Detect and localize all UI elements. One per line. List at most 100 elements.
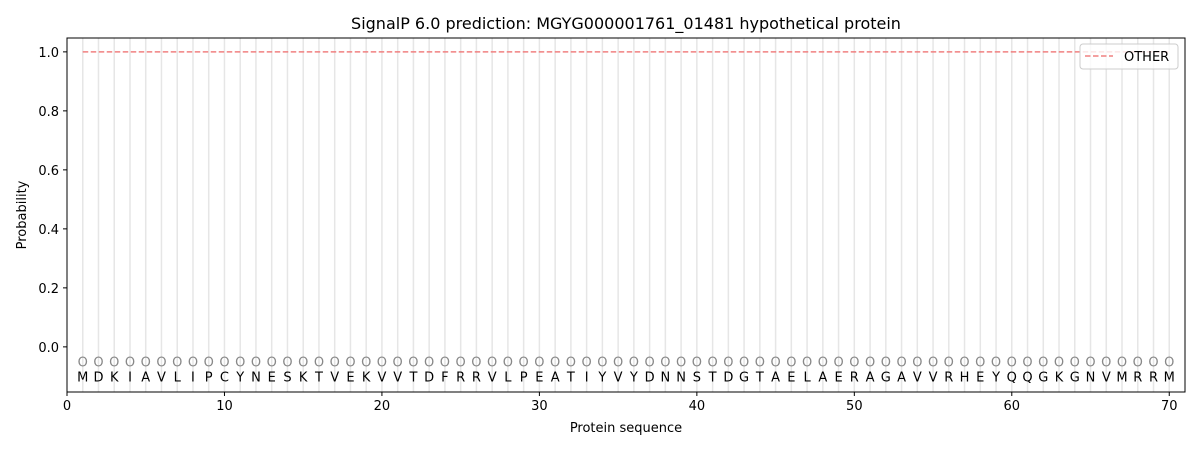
residue-label: K	[362, 370, 371, 385]
y-tick-label: 0.4	[38, 223, 59, 238]
residue-label: E	[346, 370, 354, 385]
residue-label: Y	[629, 370, 638, 385]
region-label: O	[141, 356, 151, 371]
y-tick-label: 0.2	[38, 282, 59, 297]
y-axis-label: Probability	[15, 180, 30, 249]
residue-label: E	[268, 370, 276, 385]
region-label: O	[566, 356, 576, 371]
region-label: O	[282, 356, 292, 371]
residue-label: H	[960, 370, 970, 385]
region-label: O	[267, 356, 277, 371]
residue-label: C	[220, 370, 229, 385]
region-label: O	[314, 356, 324, 371]
x-tick-label: 40	[689, 399, 706, 414]
region-label: O	[440, 356, 450, 371]
residue-label: T	[314, 370, 323, 385]
residue-label: R	[1133, 370, 1142, 385]
residue-label: N	[676, 370, 686, 385]
residue-label: R	[472, 370, 481, 385]
residue-label: N	[1086, 370, 1096, 385]
region-label: O	[833, 356, 843, 371]
region-label: O	[959, 356, 969, 371]
x-tick-label: 30	[531, 399, 548, 414]
residue-label: P	[520, 370, 528, 385]
residue-label: L	[174, 370, 182, 385]
residue-label: A	[866, 370, 875, 385]
residue-label: D	[645, 370, 655, 385]
residue-label: F	[441, 370, 448, 385]
region-label: O	[692, 356, 702, 371]
region-label: O	[471, 356, 481, 371]
region-label: O	[944, 356, 954, 371]
residue-label: A	[818, 370, 827, 385]
region-label: O	[219, 356, 229, 371]
region-label: O	[645, 356, 655, 371]
region-label: O	[1070, 356, 1080, 371]
residue-label: I	[585, 370, 589, 385]
residue-label: Y	[597, 370, 606, 385]
legend-label-other: OTHER	[1124, 50, 1169, 65]
residue-label: E	[834, 370, 842, 385]
residue-label: E	[976, 370, 984, 385]
region-label: O	[881, 356, 891, 371]
region-label: O	[1133, 356, 1143, 371]
region-label: O	[534, 356, 544, 371]
region-label: O	[408, 356, 418, 371]
residue-label: K	[299, 370, 308, 385]
residue-label: R	[456, 370, 465, 385]
residue-label: A	[141, 370, 150, 385]
region-label: O	[849, 356, 859, 371]
region-label: O	[125, 356, 135, 371]
residue-label: V	[913, 370, 922, 385]
region-label: O	[1164, 356, 1174, 371]
region-label: O	[78, 356, 88, 371]
chart-title: SignalP 6.0 prediction: MGYG000001761_01…	[351, 14, 901, 34]
y-tick-label: 0.6	[38, 164, 59, 179]
legend: OTHER	[1079, 43, 1179, 70]
residue-label: G	[739, 370, 749, 385]
residue-label: S	[283, 370, 291, 385]
region-label: O	[1054, 356, 1064, 371]
y-tick-label: 0.8	[38, 105, 59, 120]
residue-label: V	[377, 370, 386, 385]
x-axis-label: Protein sequence	[570, 421, 682, 436]
region-label: O	[975, 356, 985, 371]
region-label: O	[1085, 356, 1095, 371]
region-label: O	[770, 356, 780, 371]
region-label: O	[613, 356, 623, 371]
residue-label: E	[535, 370, 543, 385]
residue-label: V	[929, 370, 938, 385]
residue-grid	[81, 38, 1171, 392]
region-label: O	[928, 356, 938, 371]
y-tick-label: 0.0	[38, 341, 59, 356]
residue-label: L	[504, 370, 512, 385]
residue-label: G	[1070, 370, 1080, 385]
region-label: O	[597, 356, 607, 371]
region-label: O	[676, 356, 686, 371]
region-label: O	[235, 356, 245, 371]
residue-label: V	[393, 370, 402, 385]
residue-label: D	[424, 370, 434, 385]
residue-label: R	[1149, 370, 1158, 385]
residue-label: N	[251, 370, 261, 385]
region-label: O	[723, 356, 733, 371]
residue-label: R	[850, 370, 859, 385]
region-label: O	[802, 356, 812, 371]
x-tick-label: 50	[846, 399, 863, 414]
residue-label: V	[488, 370, 497, 385]
region-label: O	[393, 356, 403, 371]
region-label: O	[786, 356, 796, 371]
region-label: O	[503, 356, 513, 371]
region-label: O	[707, 356, 717, 371]
residue-label: M	[1164, 370, 1175, 385]
residue-label: T	[566, 370, 575, 385]
residue-label: A	[771, 370, 780, 385]
region-label: O	[456, 356, 466, 371]
region-label: O	[739, 356, 749, 371]
x-tick-label: 0	[63, 399, 71, 414]
residue-label: K	[1055, 370, 1064, 385]
residue-label: Y	[991, 370, 1000, 385]
